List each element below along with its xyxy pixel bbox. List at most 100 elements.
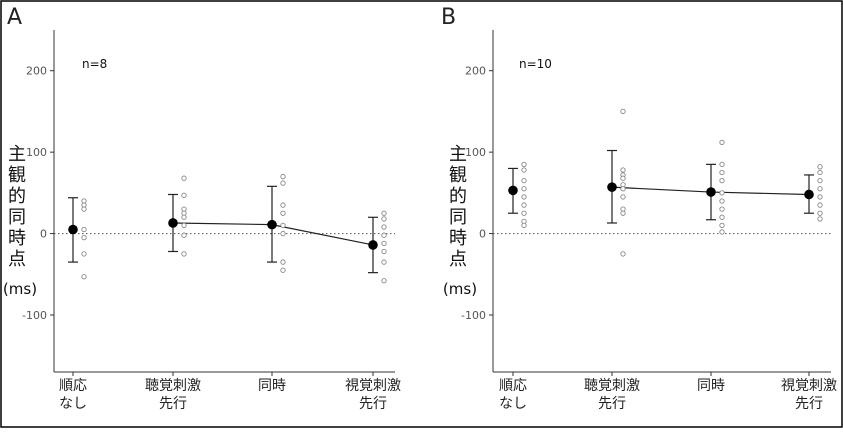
panel-b-mean-point xyxy=(607,182,617,192)
panel-b-y-unit: (ms) xyxy=(443,280,477,298)
panel-a-y-label-char: 的 xyxy=(8,186,26,207)
panel-a-individual-point xyxy=(381,210,387,216)
panel-b-y-label-char: 観 xyxy=(449,165,467,186)
panel-b-mean-point xyxy=(706,187,716,197)
panel-a-mean-point xyxy=(168,218,178,228)
panel-a-individual-point xyxy=(181,192,187,198)
panel-b-individual-point xyxy=(620,167,626,173)
panel-a-individual-point xyxy=(181,222,187,229)
panel-b-individual-point xyxy=(719,161,725,168)
panel-b-y-tick-label: -100 xyxy=(461,309,486,322)
panel-a-y-tick-label: 200 xyxy=(26,65,47,78)
panel-b-individual-point xyxy=(817,177,823,184)
panel-b-individual-point xyxy=(620,108,626,115)
panel-b-individual-point xyxy=(521,167,527,173)
panel-a-y-unit: (ms) xyxy=(3,280,37,298)
panel-a-n-annotation: n=8 xyxy=(82,57,107,71)
panel-b-individual-point xyxy=(521,222,527,229)
panel-a-individual-point xyxy=(280,173,286,180)
panel-b-x-tick-label: 先行 xyxy=(598,396,626,412)
panel-a-y-tick-label: -100 xyxy=(22,309,47,322)
panel-b-mean-point xyxy=(508,185,518,196)
panel-a-y-tick-label: 100 xyxy=(26,146,47,159)
panel-a-label: A xyxy=(7,5,22,30)
panel-a-individual-point xyxy=(381,240,387,246)
panel-a-y-label-char: 主 xyxy=(8,144,26,165)
panel-a-individual-point xyxy=(181,214,187,220)
panel-a-individual-point xyxy=(181,251,187,257)
panel-a-x-tick-label: 先行 xyxy=(359,396,387,412)
panel-b-individual-point xyxy=(719,222,725,229)
panel-b-individual-point xyxy=(719,198,725,204)
panel-a-y-label-char: 時 xyxy=(8,228,26,249)
panel-a-y-label-char: 点 xyxy=(8,249,26,270)
panel-b-individual-point xyxy=(620,210,626,216)
panel-a-mean-point xyxy=(68,224,78,235)
panel-a-y-tick-label: 0 xyxy=(40,228,47,241)
panel-a-individual-point xyxy=(381,224,387,230)
panel-b-individual-point xyxy=(817,169,823,176)
panel-a-individual-point xyxy=(181,175,187,181)
panel-b-individual-point xyxy=(719,169,725,176)
panel-a-individual-point xyxy=(280,259,286,265)
panel-b-individual-point xyxy=(521,210,527,216)
panel-a-individual-point xyxy=(381,259,387,265)
panel-a-x-tick-label: 同時 xyxy=(258,378,286,394)
panel-b-individual-point xyxy=(521,202,527,208)
panel-a-individual-point xyxy=(81,251,87,257)
panel-b-individual-point xyxy=(521,161,527,168)
panel-b-x-tick-label: 同時 xyxy=(697,378,725,394)
panel-b-y-tick-label: 100 xyxy=(465,146,486,159)
panel-b-y-label-char: 的 xyxy=(449,186,467,207)
panel-a-x-tick-label: 視覚刺激 xyxy=(345,377,401,394)
panel-a-individual-point xyxy=(280,267,286,273)
panel-b-individual-point xyxy=(817,194,823,200)
panel-a-individual-point xyxy=(280,222,286,229)
panel-b-individual-point xyxy=(719,177,725,184)
panel-b-y-tick-label: 0 xyxy=(479,228,486,241)
panel-b-x-tick-label: なし xyxy=(499,396,527,412)
panel-a-individual-point xyxy=(381,248,387,255)
panel-a-mean-point xyxy=(368,240,378,250)
panel-b-x-tick-label: 視覚刺激 xyxy=(781,377,837,394)
panel-b-y-tick-label: 200 xyxy=(465,65,486,78)
panel-a-individual-point xyxy=(81,206,87,212)
panel-b-individual-point xyxy=(620,175,626,181)
panel-b-individual-point xyxy=(521,194,527,200)
panel-b-individual-point xyxy=(521,177,527,184)
panel-a-individual-point xyxy=(280,202,286,208)
panel-b-individual-point xyxy=(817,202,823,208)
panel-a-y-label-char: 同 xyxy=(8,207,26,228)
panel-b-individual-point xyxy=(719,206,725,212)
panel-a-mean-point xyxy=(267,219,277,230)
panel-a-individual-point xyxy=(81,274,87,280)
panel-b-individual-point xyxy=(521,186,527,192)
panel-a-individual-point xyxy=(81,226,87,233)
panel-a-individual-point xyxy=(280,180,286,186)
panel-b-y-label-char: 同 xyxy=(449,207,467,228)
panel-b-individual-point xyxy=(719,229,725,235)
panel-a-individual-point xyxy=(381,216,387,222)
panel-b-x-tick-label: 先行 xyxy=(795,396,823,412)
panel-a-individual-point xyxy=(181,232,187,238)
panel-b-y-label-char: 主 xyxy=(449,144,467,165)
panel-b-individual-point xyxy=(817,210,823,216)
panel-b-individual-point xyxy=(620,186,626,192)
panel-b-individual-point xyxy=(817,164,823,170)
panel-a-individual-point xyxy=(381,232,387,238)
panel-a-y-label-char: 観 xyxy=(8,165,26,186)
panel-b-individual-point xyxy=(719,190,725,196)
panel-a-individual-point xyxy=(280,210,286,216)
panel-a-x-tick-label: 聴覚刺激 xyxy=(145,377,201,394)
panel-a-individual-point xyxy=(81,234,87,241)
panel-a-x-tick-label: なし xyxy=(59,396,87,412)
panel-b-x-tick-label: 聴覚刺激 xyxy=(584,377,640,394)
panel-b-individual-point xyxy=(620,251,626,257)
panel-b-individual-point xyxy=(817,186,823,192)
panel-b-y-label-char: 時 xyxy=(449,228,467,249)
